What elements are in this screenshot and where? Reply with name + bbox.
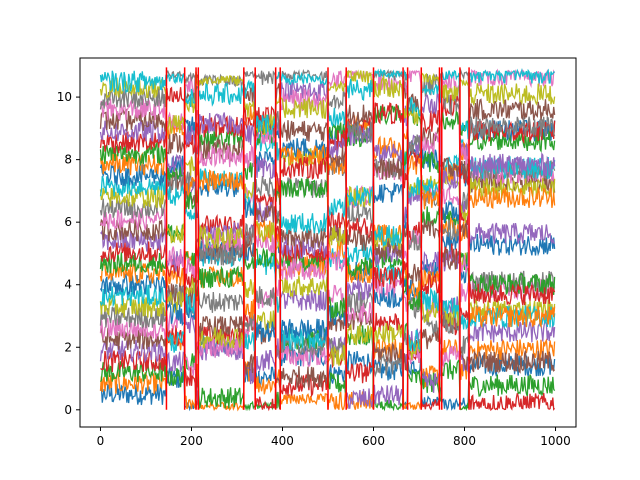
x-tick-label: 0 [97,434,105,448]
y-tick-label: 10 [57,90,72,104]
y-tick-label: 4 [64,278,72,292]
y-tick-label: 6 [64,215,72,229]
x-tick-label: 1000 [540,434,571,448]
x-tick-label: 800 [453,434,476,448]
x-axis: 0 200 400 600 800 1000 [97,427,571,448]
y-axis: 0 2 4 6 8 10 [57,90,80,417]
y-tick-label: 0 [64,403,72,417]
x-tick-label: 400 [271,434,294,448]
x-tick-label: 600 [362,434,385,448]
y-tick-label: 2 [64,340,72,354]
segment-boundary-lines [165,67,470,410]
y-tick-label: 8 [64,153,72,167]
axes-frame [79,57,577,428]
x-tick-label: 200 [180,434,203,448]
